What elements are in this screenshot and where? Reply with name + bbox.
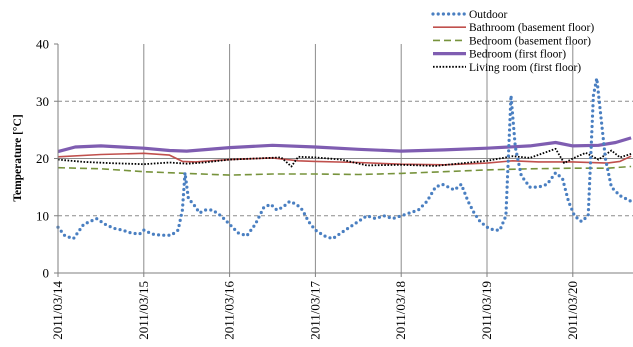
legend-label-1: Bathroom (basement floor) (469, 22, 594, 34)
legend-label-4: Living room (first floor) (469, 62, 581, 74)
y-tick-label: 40 (36, 37, 49, 52)
x-tick-label: 2011/03/20 (565, 281, 580, 340)
y-axis-label: Temperature [°C] (12, 114, 24, 201)
series-line-2 (57, 165, 632, 176)
x-tick-label: 2011/03/19 (479, 281, 494, 340)
y-tick-label: 10 (36, 208, 49, 223)
x-tick-label: 2011/03/15 (136, 281, 151, 340)
y-tick-label: 30 (36, 94, 49, 109)
gridlines (58, 44, 633, 273)
series-line-4 (57, 147, 632, 168)
x-tick-label: 2011/03/14 (50, 281, 65, 340)
y-tick-label: 20 (36, 151, 49, 166)
series-lines (56, 76, 633, 241)
x-tick-label: 2011/03/16 (222, 281, 237, 340)
legend-label-3: Bedroom (first floor) (469, 49, 566, 61)
x-tick-label: 2011/03/18 (393, 281, 408, 340)
axes (54, 43, 633, 277)
series-line-3 (57, 136, 632, 154)
series-line-0 (56, 76, 633, 241)
tick-labels: 0 10 20 30 40 2011/03/14 2011/03/15 2011/03/16 2… (36, 37, 580, 340)
legend-label-2: Bedroom (basement floor) (469, 35, 591, 47)
x-tick-label: 2011/03/17 (307, 281, 322, 340)
legend-label-0: Outdoor (469, 9, 508, 21)
y-tick-label: 0 (43, 266, 50, 281)
